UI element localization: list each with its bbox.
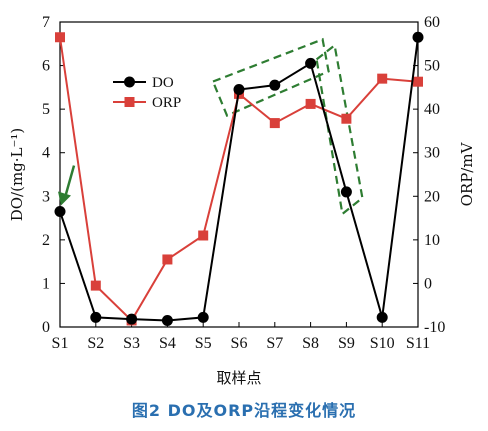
y-left-tick-label: 5: [42, 101, 50, 118]
x-tick-label: S1: [52, 335, 69, 352]
legend-label-orp: ORP: [152, 95, 181, 111]
x-tick-label: S3: [123, 335, 140, 352]
y-right-tick-label: 20: [424, 188, 440, 205]
annotation-layer: [58, 37, 364, 216]
y-left-tick-label: 1: [42, 275, 50, 292]
point-do-s11: [412, 31, 424, 43]
x-tick-label: S11: [406, 335, 430, 352]
point-do-s6: [233, 84, 245, 96]
x-tick-label: S4: [159, 335, 176, 352]
point-orp-s11: [413, 76, 423, 87]
chart-frame-layer: 0 1 2 3 4 5 6 7 -10 0 10 20 30 40 50 60 S1 S2 S3 S4 S5 S6 S7 S8…: [8, 14, 476, 387]
point-do-s3: [126, 313, 138, 325]
y-left-tick-label: 7: [42, 14, 50, 31]
x-tick-label: S2: [87, 335, 104, 352]
y-right-tick-label: -10: [424, 319, 445, 336]
dashed-box-s6-s8: [211, 37, 330, 117]
y-left-tick-label: 6: [42, 58, 50, 75]
point-orp-s1: [55, 32, 65, 43]
point-orp-s2: [90, 280, 101, 291]
y-right-tick-label: 10: [424, 232, 440, 249]
x-tick-label: S8: [302, 335, 319, 352]
y-right-tick-label: 30: [424, 145, 440, 162]
point-do-s5: [197, 311, 209, 323]
legend-marker-orp: [124, 97, 135, 107]
point-do-s2: [90, 311, 102, 323]
series-line-do: [59, 37, 419, 322]
x-axis-title: 取样点: [216, 369, 261, 387]
series-layer: [54, 31, 424, 326]
legend-marker-do: [124, 76, 135, 88]
y-left-axis-title: DO/(mg·L⁻¹): [8, 128, 26, 222]
x-tick-label: S5: [195, 335, 212, 352]
point-orp-s9: [341, 113, 352, 124]
plot-frame: [59, 21, 419, 328]
x-tick-label: S10: [370, 335, 395, 352]
point-do-s7: [269, 79, 281, 91]
point-do-s1: [54, 206, 66, 218]
figure-caption: 图2 DO及ORP沿程变化情况: [131, 401, 357, 420]
point-orp-s5: [198, 230, 209, 241]
y-left-tick-label: 3: [42, 188, 50, 205]
point-do-s8: [305, 57, 317, 69]
point-do-s10: [376, 311, 388, 323]
y-right-tick-label: 40: [424, 101, 440, 118]
x-tick-label: S9: [338, 335, 355, 352]
y-right-tick-label: 50: [424, 58, 440, 75]
x-tick-label: S6: [231, 335, 248, 352]
point-do-s9: [340, 186, 352, 198]
y-right-axis-title: ORP/mV: [458, 141, 476, 206]
point-orp-s4: [162, 254, 173, 265]
x-tick-label: S7: [266, 335, 283, 352]
point-orp-s7: [269, 118, 280, 129]
y-left-tick-label: 0: [42, 319, 50, 336]
dashed-box-s8-s9: [315, 43, 364, 216]
green-arrow-shaft: [63, 165, 76, 198]
y-right-tick-label: 0: [424, 275, 432, 292]
legend-label-do: DO: [152, 75, 174, 91]
green-arrow-head: [58, 191, 71, 206]
point-orp-s10: [377, 73, 388, 84]
point-do-s4: [161, 314, 173, 326]
y-left-tick-label: 4: [42, 145, 50, 162]
y-left-tick-label: 2: [42, 232, 50, 249]
legend: DO ORP: [113, 75, 181, 111]
series-line-orp: [59, 37, 419, 323]
y-right-tick-label: 60: [424, 14, 440, 31]
point-orp-s8: [305, 98, 316, 109]
